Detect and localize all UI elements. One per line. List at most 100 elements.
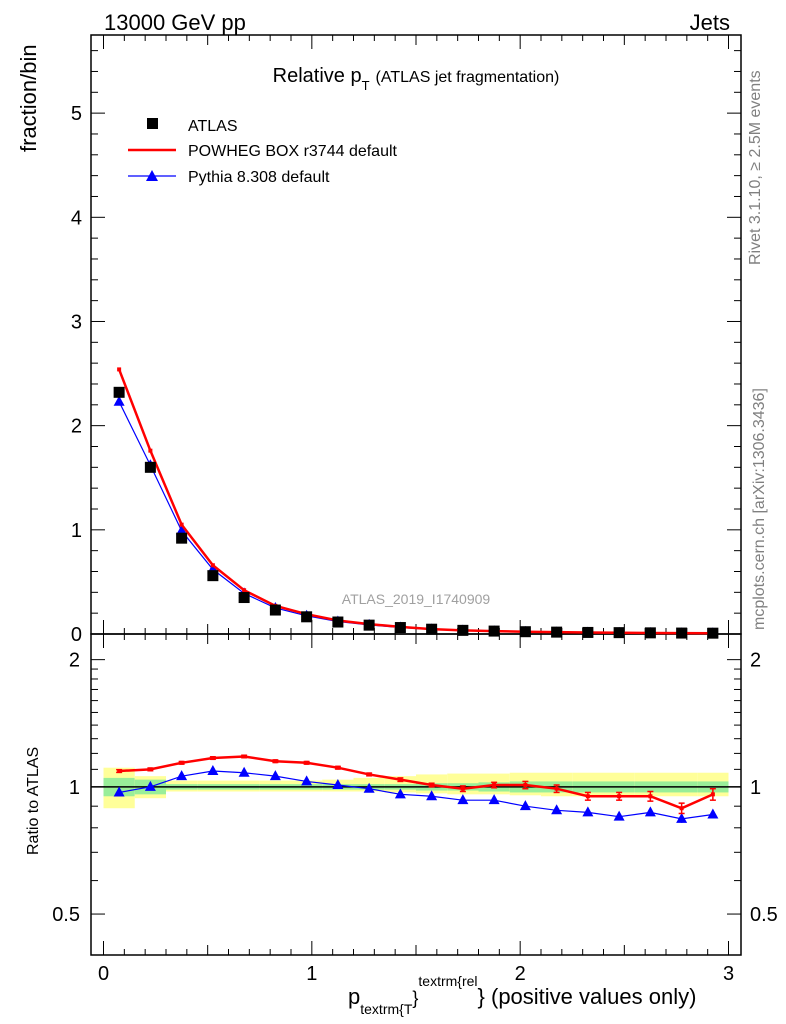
- ratio-line-powheg: [119, 755, 714, 810]
- xlabel-sub: textrm{T: [360, 1001, 413, 1017]
- y-tick-label: 2: [71, 416, 82, 438]
- ratio-y-tick-label-right: 1: [750, 777, 761, 799]
- y-tick-label: 3: [71, 311, 82, 333]
- header-left: 13000 GeV pp: [104, 10, 246, 35]
- ratio-powheg-point-8: [367, 772, 372, 777]
- title-paren: (ATLAS jet fragmentation): [376, 69, 560, 86]
- ratio-y-axis-label: Ratio to ATLAS: [25, 747, 42, 855]
- ratio-pythia-point-5: [269, 770, 281, 781]
- legend: ATLAS POWHEG BOX r3744 default Pythia 8.…: [128, 118, 398, 186]
- ratio-powheg-point-15: [585, 794, 590, 799]
- x-tick-label: 3: [723, 963, 734, 985]
- atlas-point-1: [144, 461, 156, 473]
- atlas-point-18: [676, 627, 688, 639]
- ratio-pythia-point-9: [394, 788, 406, 799]
- data-marks: [113, 367, 719, 823]
- ratio-powheg-point-19: [710, 792, 715, 797]
- ratio-pythia-point-11: [457, 794, 469, 805]
- atlas-point-12: [488, 625, 500, 637]
- x-tick-label: 1: [306, 963, 317, 985]
- legend-label-atlas: ATLAS: [188, 118, 238, 135]
- analysis-watermark: ATLAS_2019_I1740909: [342, 591, 491, 607]
- title-main: Relative p: [273, 65, 362, 87]
- ratio-y-tick-label-left: 1: [69, 777, 80, 799]
- ratio-powheg-point-7: [335, 765, 340, 770]
- atlas-point-16: [613, 627, 625, 639]
- ratio-powheg-point-12: [492, 783, 497, 788]
- legend-marker-atlas: [147, 118, 158, 129]
- header-right: Jets: [690, 10, 730, 35]
- ratio-powheg-point-1: [148, 767, 153, 772]
- atlas-point-6: [301, 611, 313, 623]
- ratio-powheg-point-0: [117, 769, 122, 774]
- ratio-pythia-point-14: [551, 804, 563, 815]
- ratio-pythia-point-19: [707, 808, 719, 819]
- ratio-powheg-point-13: [523, 783, 528, 788]
- ratio-pythia-point-0: [113, 786, 125, 797]
- ratio-pythia-point-1: [144, 780, 156, 791]
- powheg-point-4: [242, 588, 247, 593]
- ratio-pythia-point-13: [519, 800, 531, 811]
- powheg-point-0: [117, 367, 122, 372]
- xlabel-brace-2: }: [478, 984, 485, 1009]
- y-axis-label: fraction/bin: [16, 44, 41, 152]
- ratio-pythia-point-10: [426, 790, 438, 801]
- y-tick-label: 4: [71, 207, 82, 229]
- ratio-pythia-point-18: [676, 812, 688, 823]
- ratio-pythia-point-12: [488, 794, 500, 805]
- ratio-pythia-point-16: [613, 810, 625, 821]
- ratio-powheg-point-3: [210, 756, 215, 761]
- axes-group: 0 1 2 3 0 1 2 3 4 5 0.5 0.5 1 1 2 2: [52, 34, 778, 985]
- legend-label-powheg: POWHEG BOX r3744 default: [188, 143, 398, 160]
- ratio-pythia-point-8: [363, 782, 375, 793]
- atlas-point-7: [332, 616, 344, 628]
- powheg-point-1: [148, 448, 153, 453]
- ratio-powheg-point-18: [679, 806, 684, 811]
- legend-marker-pythia: [146, 170, 158, 181]
- ratio-pythia-point-6: [301, 775, 313, 786]
- atlas-point-15: [582, 626, 594, 638]
- pythia-point-0: [113, 395, 125, 406]
- ratio-powheg-point-10: [429, 783, 434, 788]
- ratio-powheg-point-4: [242, 754, 247, 759]
- ratio-y-tick-label-left: 0.5: [52, 904, 80, 926]
- x-axis-label: ptextrm{T}textrm{rel} (positive values o…: [348, 973, 696, 1017]
- ratio-powheg-point-6: [304, 760, 309, 765]
- powheg-point-2: [179, 522, 184, 527]
- title-sub: T: [362, 78, 370, 93]
- atlas-point-5: [269, 604, 281, 616]
- ratio-powheg-point-11: [460, 786, 465, 791]
- y-tick-label: 0: [71, 624, 82, 646]
- side-text-mcplots: mcplots.cern.ch [arXiv:1306.3436]: [751, 388, 768, 630]
- ratio-y-tick-label-right: 2: [750, 650, 761, 672]
- atlas-point-2: [176, 532, 188, 544]
- ratio-pythia-point-7: [332, 779, 344, 790]
- chart-title: Relative pT (ATLAS jet fragmentation): [273, 65, 560, 93]
- xlabel-rest: (positive values only): [485, 984, 697, 1009]
- x-tick-label: 2: [515, 963, 526, 985]
- ratio-powheg-point-2: [179, 760, 184, 765]
- atlas-point-14: [551, 626, 563, 638]
- powheg-point-3: [210, 563, 215, 568]
- ratio-y-tick-label-left: 2: [69, 650, 80, 672]
- ratio-powheg-point-14: [554, 786, 559, 791]
- y-tick-label: 1: [71, 520, 82, 542]
- legend-label-pythia: Pythia 8.308 default: [188, 169, 330, 186]
- atlas-point-9: [394, 622, 406, 634]
- xlabel-sup: textrm{rel: [418, 973, 477, 989]
- pythia-point-2: [176, 524, 188, 535]
- atlas-point-11: [457, 624, 469, 636]
- ratio-pythia-point-3: [207, 765, 219, 776]
- side-text-rivet: Rivet 3.1.10, ≥ 2.5M events: [747, 70, 764, 265]
- ratio-powheg-point-17: [648, 794, 653, 799]
- x-tick-label: 0: [98, 963, 109, 985]
- ratio-pythia-point-15: [582, 806, 594, 817]
- ratio-y-tick-label-right: 0.5: [750, 904, 778, 926]
- atlas-point-19: [707, 627, 719, 639]
- atlas-point-4: [238, 592, 250, 604]
- ratio-powheg-point-16: [617, 794, 622, 799]
- ratio-powheg-point-5: [273, 759, 278, 764]
- atlas-point-17: [644, 627, 656, 639]
- ratio-pythia-point-17: [644, 806, 656, 817]
